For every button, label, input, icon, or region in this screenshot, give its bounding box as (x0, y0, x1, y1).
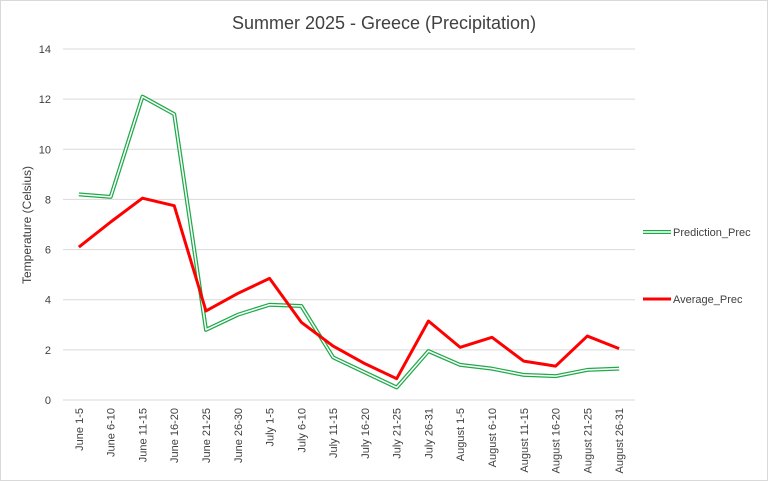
y-tick-label: 4 (45, 295, 51, 307)
x-tick-label: July 16-20 (360, 408, 372, 459)
x-tick-label: July 26-31 (423, 408, 435, 459)
x-tick-label: August 16-20 (551, 408, 563, 473)
series-line-inner (78, 95, 620, 389)
series-line-prediction-prec (78, 94, 620, 390)
y-tick-label: 10 (39, 144, 51, 156)
legend-label: Average_Prec (673, 294, 743, 306)
y-tick-label: 12 (39, 94, 51, 106)
x-tick-label: August 1-5 (455, 408, 467, 461)
x-tick-label: June 16-20 (169, 408, 181, 463)
legend-label: Prediction_Prec (673, 227, 751, 239)
x-tick-label: July 21-25 (392, 408, 404, 459)
y-tick-label: 2 (45, 345, 51, 357)
y-axis-ticks: 0 2 4 6 8 10 12 14 (39, 44, 51, 407)
series-line-average-prec (77, 196, 620, 381)
series-lines (77, 94, 620, 390)
x-tick-label: June 21-25 (201, 408, 213, 463)
x-tick-label: August 11-15 (519, 408, 531, 473)
y-tick-label: 0 (45, 395, 51, 407)
y-axis-label: Temperature (Celsius) (20, 166, 34, 284)
legend: Prediction_Prec Average_Prec (643, 227, 751, 306)
x-tick-label: August 21-25 (582, 408, 594, 473)
x-tick-label: July 1-5 (265, 408, 277, 447)
x-axis-ticks: June 1-5 June 6-10 June 11-15 June 16-20 Jun… (74, 408, 626, 473)
x-tick-label: July 6-10 (296, 408, 308, 453)
y-tick-label: 14 (39, 44, 51, 56)
x-tick-label: June 1-5 (74, 408, 86, 451)
x-tick-label: June 26-30 (233, 408, 245, 463)
y-tick-label: 6 (45, 245, 51, 257)
x-tick-label: August 26-31 (614, 408, 626, 473)
x-tick-label: June 6-10 (106, 408, 118, 457)
gridlines (63, 48, 635, 401)
x-tick-label: June 11-15 (137, 408, 149, 462)
chart-title: Summer 2025 - Greece (Precipitation) (232, 13, 536, 33)
y-tick-label: 8 (45, 194, 51, 206)
x-tick-label: August 6-10 (487, 408, 499, 467)
x-tick-label: July 11-15 (328, 408, 340, 458)
